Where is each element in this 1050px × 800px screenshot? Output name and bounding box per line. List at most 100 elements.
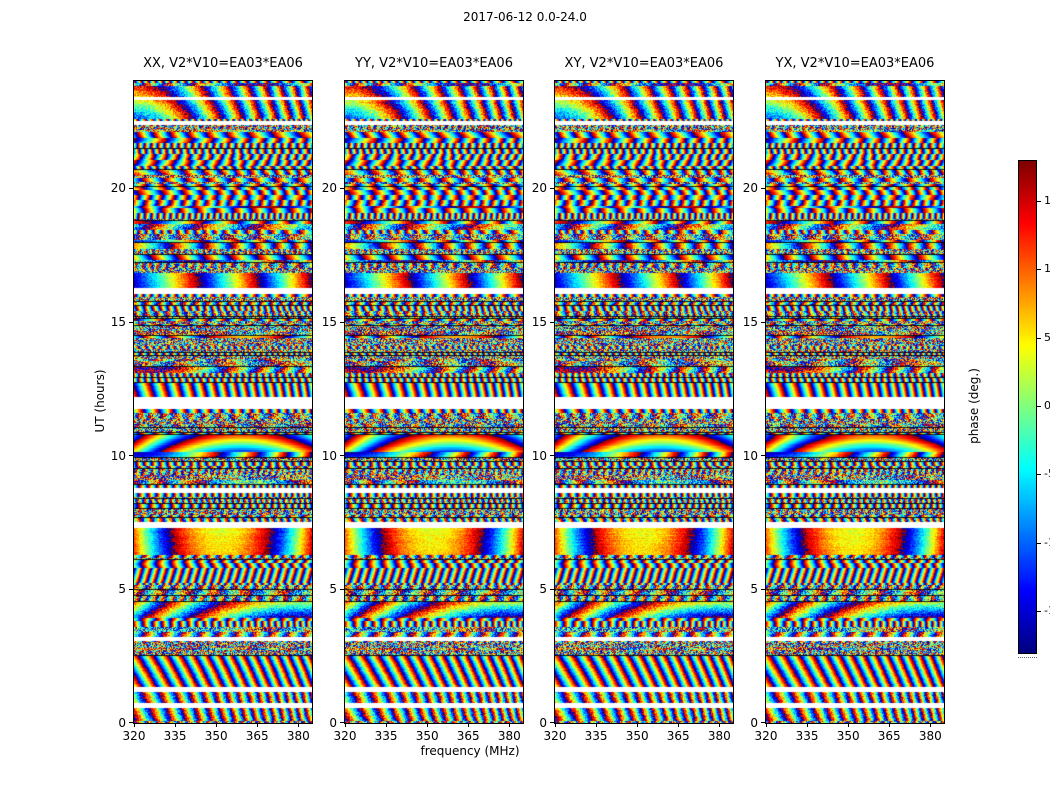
y-tick [761, 589, 765, 590]
y-tick-label: 0 [750, 716, 758, 730]
y-tick-label: 20 [742, 181, 758, 195]
panel-xy: XY, V2*V10=EA03*EA06 0 5 10 15 20 320 335 350 36… [532, 56, 734, 743]
y-tick-label: 10 [531, 448, 547, 463]
y-tick [550, 589, 554, 590]
x-tick [134, 723, 135, 727]
colorbar-tick-label: -100 [1044, 535, 1050, 549]
y-tick-label: 10 [110, 448, 126, 463]
x-tick [889, 723, 890, 727]
y-tick [129, 455, 133, 456]
y-tick [550, 188, 554, 189]
y-tick-label: 5 [750, 582, 758, 597]
figure-title: 2017-06-12 0.0-24.0 [463, 10, 587, 24]
x-tick-label: 365 [456, 729, 480, 743]
x-tick-label: 380 [918, 729, 942, 743]
y-tick [340, 589, 344, 590]
x-tick-label: 335 [163, 729, 187, 743]
y-tick-label: 10 [742, 448, 758, 463]
y-tick [761, 188, 765, 189]
y-tick [550, 722, 554, 723]
y-tick [129, 322, 133, 323]
colorbar-tick-label: 50 [1044, 330, 1050, 344]
panel-yx: YX, V2*V10=EA03*EA06 0 5 10 15 20 320 335 350 36… [743, 56, 945, 743]
y-tick [761, 455, 765, 456]
x-tick-label: 350 [836, 729, 860, 743]
x-tick-label: 365 [245, 729, 269, 743]
colorbar-tick [1037, 543, 1041, 544]
colorbar-tick-label: -50 [1044, 467, 1050, 481]
x-tick [345, 723, 346, 727]
x-tick [386, 723, 387, 727]
panel-title-yx: YX, V2*V10=EA03*EA06 [775, 56, 935, 71]
y-tick-label: 5 [539, 582, 547, 597]
panel-title-xy: XY, V2*V10=EA03*EA06 [564, 56, 724, 71]
colorbar-tick [1037, 406, 1041, 407]
x-tick [175, 723, 176, 727]
colorbar-tick [1037, 474, 1041, 475]
heatmap-canvas-yx [766, 81, 944, 723]
x-axis-label: frequency (MHz) [420, 744, 520, 758]
x-tick-label: 320 [122, 729, 146, 743]
y-tick-label: 10 [321, 448, 337, 463]
x-tick-label: 380 [497, 729, 521, 743]
x-tick-label: 350 [415, 729, 439, 743]
x-tick [216, 723, 217, 727]
x-tick-label: 335 [584, 729, 608, 743]
x-tick [766, 723, 767, 727]
y-tick-label: 20 [531, 181, 547, 195]
colorbar-tick [1037, 611, 1041, 612]
y-tick-label: 20 [110, 181, 126, 195]
x-tick-label: 320 [754, 729, 778, 743]
y-tick-label: 15 [531, 314, 547, 329]
y-tick [761, 722, 765, 723]
x-tick [509, 723, 510, 727]
colorbar-tick-label: 0 [1044, 399, 1050, 412]
y-tick-label: 15 [110, 314, 126, 329]
panel-title-yy: YY, V2*V10=EA03*EA06 [355, 56, 513, 71]
x-tick [298, 723, 299, 727]
colorbar-tick [1037, 201, 1041, 202]
colorbar-bottom-dashed-line [1018, 657, 1037, 658]
y-tick [550, 322, 554, 323]
panel-xx: XX, V2*V10=EA03*EA06 0 5 10 15 20 320 335 350 36… [111, 56, 313, 743]
x-tick [807, 723, 808, 727]
y-tick [761, 322, 765, 323]
x-tick [555, 723, 556, 727]
x-tick [637, 723, 638, 727]
colorbar [1018, 160, 1037, 654]
x-tick-label: 320 [543, 729, 567, 743]
x-tick-label: 350 [625, 729, 649, 743]
x-tick-label: 380 [286, 729, 310, 743]
y-tick-label: 15 [321, 314, 337, 329]
heatmap-canvas-xx [134, 81, 312, 723]
y-tick-label: 5 [118, 582, 126, 597]
x-tick-label: 350 [204, 729, 228, 743]
x-tick [848, 723, 849, 727]
x-tick-label: 365 [877, 729, 901, 743]
x-tick-label: 380 [707, 729, 731, 743]
y-tick-label: 20 [321, 181, 337, 195]
y-axis-label: UT (hours) [93, 369, 107, 433]
y-tick [129, 188, 133, 189]
x-tick [257, 723, 258, 727]
x-tick-label: 365 [666, 729, 690, 743]
colorbar-tick-label: 100 [1044, 262, 1050, 276]
x-tick [678, 723, 679, 727]
y-tick-label: 15 [742, 314, 758, 329]
colorbar-tick [1037, 338, 1041, 339]
y-tick [129, 722, 133, 723]
x-tick-label: 320 [333, 729, 357, 743]
y-tick-label: 0 [118, 716, 126, 730]
y-tick [340, 322, 344, 323]
colorbar-label: phase (deg.) [967, 368, 981, 444]
colorbar-tick [1037, 269, 1041, 270]
colorbar-tick-label: 150 [1044, 194, 1050, 207]
y-tick [340, 722, 344, 723]
x-tick-label: 335 [374, 729, 398, 743]
heatmap-canvas-xy [555, 81, 733, 723]
y-tick [340, 455, 344, 456]
x-tick-label: 335 [795, 729, 819, 743]
panel-yy: YY, V2*V10=EA03*EA06 0 5 10 15 20 320 335 350 36… [322, 56, 524, 743]
y-tick-label: 0 [329, 716, 337, 730]
heatmap-canvas-yy [345, 81, 523, 723]
